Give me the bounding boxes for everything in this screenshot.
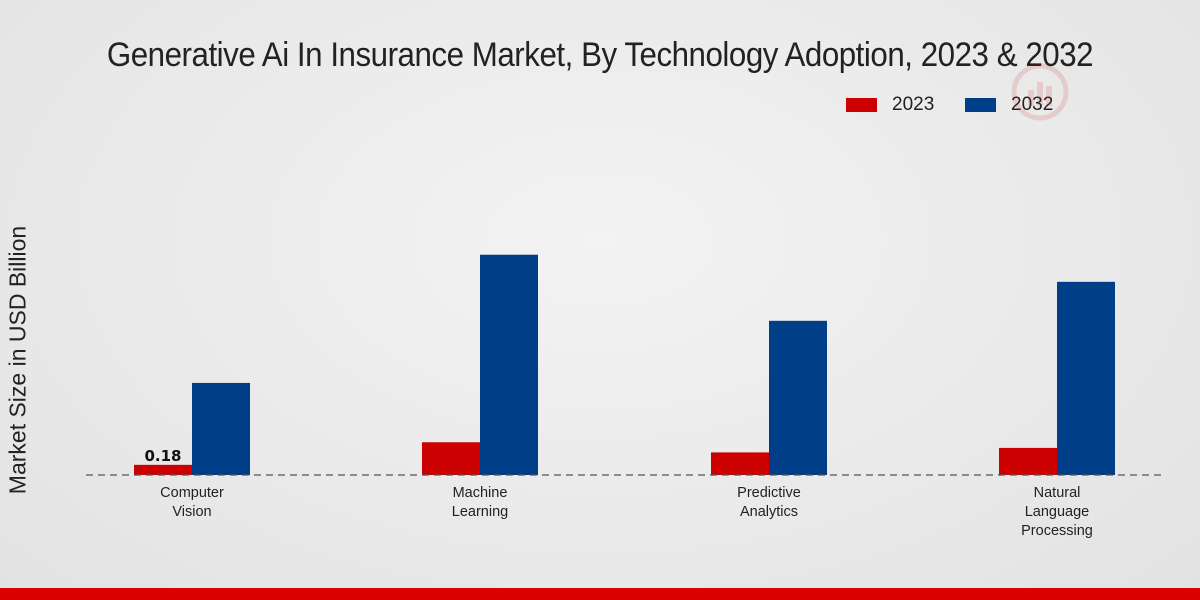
bar-2032-3 (1057, 281, 1115, 475)
bar-2032-1 (480, 254, 538, 475)
bar-2032-2 (769, 320, 827, 475)
watermark-logo-icon (1011, 63, 1069, 121)
legend-item-2023: 2023 (846, 94, 934, 116)
x-tick-label-0: Computer Vision (160, 485, 224, 520)
x-tick-label-1: Machine Learning (452, 485, 508, 520)
legend-label-2023: 2023 (892, 94, 935, 115)
bar-2023-2 (711, 452, 769, 475)
legend-swatch-2032 (965, 98, 996, 112)
legend-item-2032: 2032 (965, 94, 1053, 116)
bar-2023-1 (422, 442, 480, 475)
footer-bar (0, 588, 1200, 600)
x-tick-label-2: Predictive Analytics (737, 485, 801, 520)
legend-label-2032: 2032 (1011, 94, 1053, 116)
bar-2023-0 (134, 464, 192, 475)
legend-swatch-2023 (846, 98, 877, 112)
x-tick-label-3: Natural Language Processing (1021, 485, 1093, 539)
data-label-0: 0.18 (144, 447, 181, 465)
bar-2023-3 (999, 447, 1057, 475)
bar-2032-0 (192, 382, 250, 475)
chart-title: Generative Ai In Insurance Market, By Te… (106, 36, 1094, 74)
